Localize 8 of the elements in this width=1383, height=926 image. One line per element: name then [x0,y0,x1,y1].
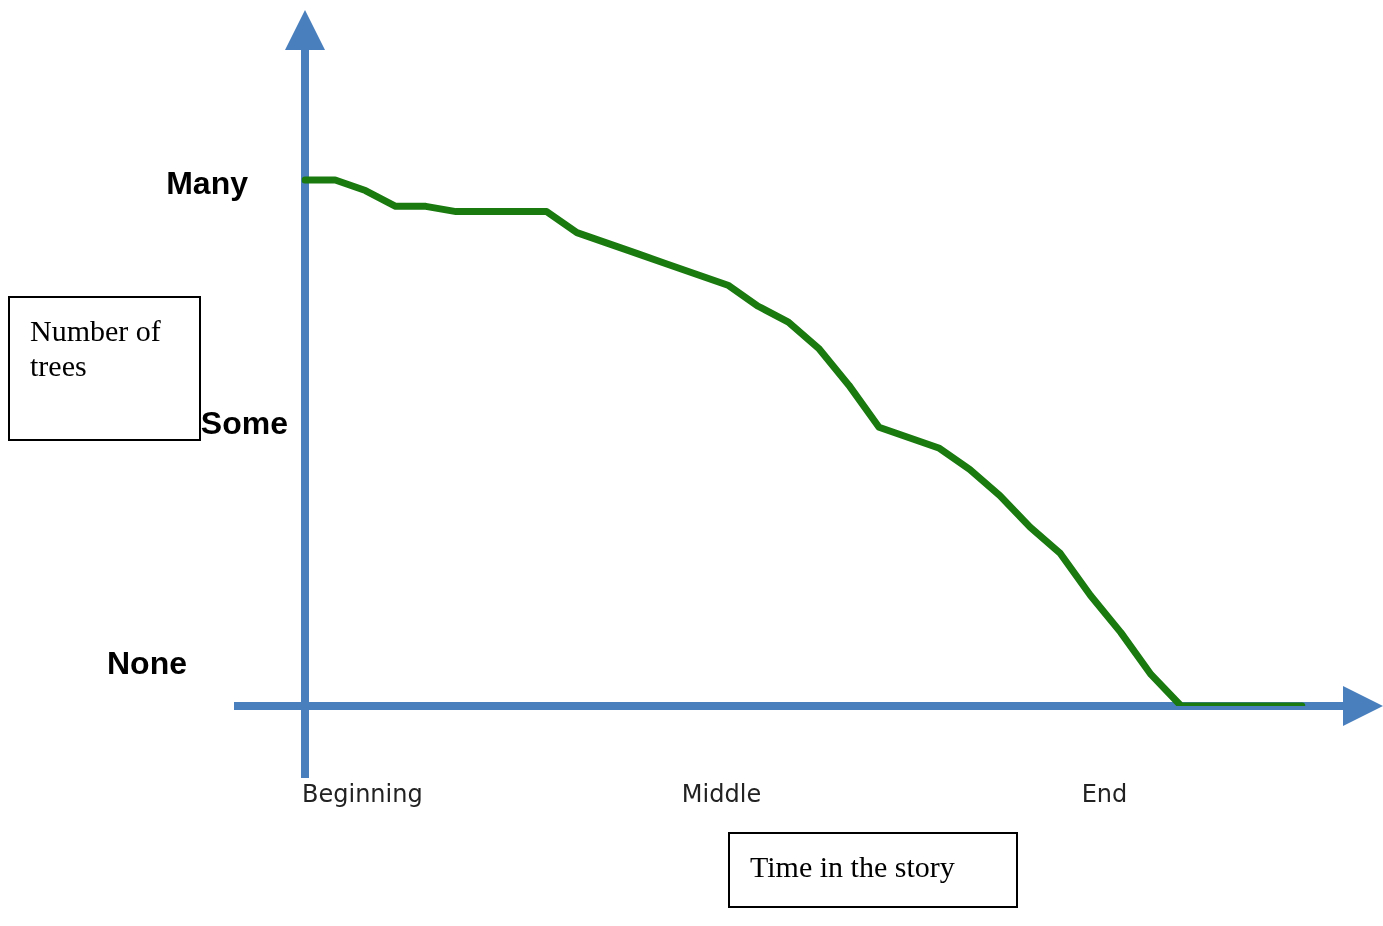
text: Beginning [302,780,423,809]
text: Some [200,404,288,441]
text: Middle [681,780,762,809]
text: Many [166,165,249,202]
y-axis-title: Number of trees [8,296,201,441]
text: None [107,644,187,681]
text: End [1081,780,1128,809]
x-axis-title: Time in the story [728,832,1018,908]
